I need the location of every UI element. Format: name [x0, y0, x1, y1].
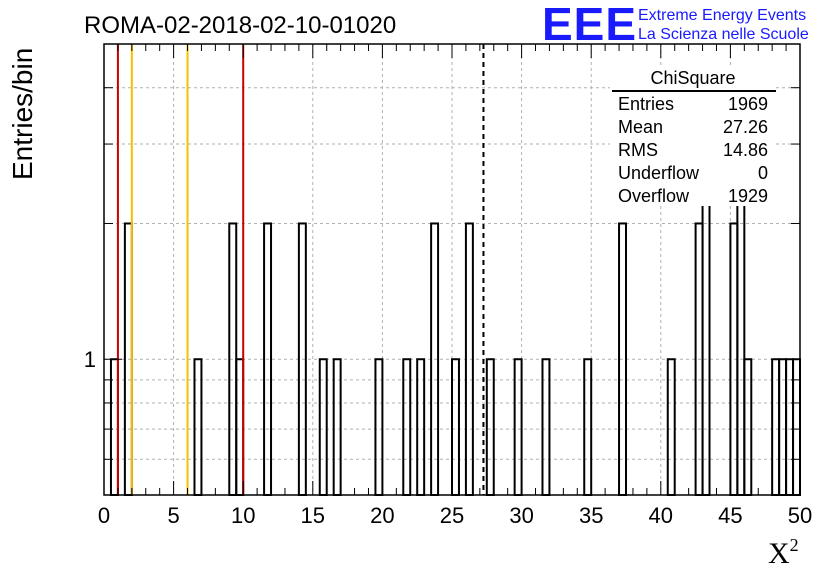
x-tick-label: 40	[649, 503, 673, 528]
stats-row: Overflow 1929	[618, 186, 768, 206]
stats-row-label: Entries	[618, 94, 674, 114]
stats-row-label: RMS	[618, 140, 658, 160]
y-axis-label: Entries/bin	[7, 48, 38, 180]
x-tick-label: 35	[579, 503, 603, 528]
stats-row: Underflow 0	[618, 163, 768, 183]
stats-row-label: Underflow	[618, 163, 700, 183]
x-tick-label: 50	[788, 503, 812, 528]
stats-box-bg	[610, 66, 776, 206]
stats-row-value: 1929	[728, 186, 768, 206]
x-tick-label: 5	[167, 503, 179, 528]
logo-line-2: La Scienza nelle Scuole	[638, 26, 809, 43]
chart-title: ROMA-02-2018-02-10-01020	[84, 12, 396, 39]
x-tick-label: 45	[718, 503, 742, 528]
stats-row-value: 1969	[728, 94, 768, 114]
stats-row-label: Mean	[618, 117, 663, 137]
x-tick-label: 30	[509, 503, 533, 528]
y-tick-label: 1	[84, 347, 96, 372]
stats-box: ChiSquare Entries 1969 Mean 27.26 RMS 14…	[610, 66, 776, 206]
x-tick-label: 20	[370, 503, 394, 528]
stats-row-value: 0	[758, 163, 768, 183]
x-axis-ticks: 0 5 10 15 20 25 30 35 40 45 50	[98, 44, 812, 528]
stats-row-value: 27.26	[723, 117, 768, 137]
logo-mark: EEE	[542, 0, 637, 50]
eee-logo: EEE Extreme Energy Events La Scienza nel…	[542, 0, 809, 50]
x-tick-label: 0	[98, 503, 110, 528]
x-axis-label: X2	[768, 535, 799, 570]
stats-row: Entries 1969	[618, 94, 768, 114]
y-axis-ticks: 1	[84, 87, 800, 460]
x-tick-label: 10	[231, 503, 255, 528]
stats-title: ChiSquare	[650, 68, 735, 88]
logo-line-1: Extreme Energy Events	[638, 7, 806, 24]
marker-lines	[116, 44, 485, 495]
stats-row-label: Overflow	[618, 186, 690, 206]
x-tick-label: 25	[440, 503, 464, 528]
x-tick-label: 15	[301, 503, 325, 528]
stats-row: RMS 14.86	[618, 140, 768, 160]
x-axis-label-sup: 2	[790, 535, 799, 555]
stats-row: Mean 27.26	[618, 117, 768, 137]
x-axis-label-main: X	[768, 537, 790, 570]
stats-row-value: 14.86	[723, 140, 768, 160]
